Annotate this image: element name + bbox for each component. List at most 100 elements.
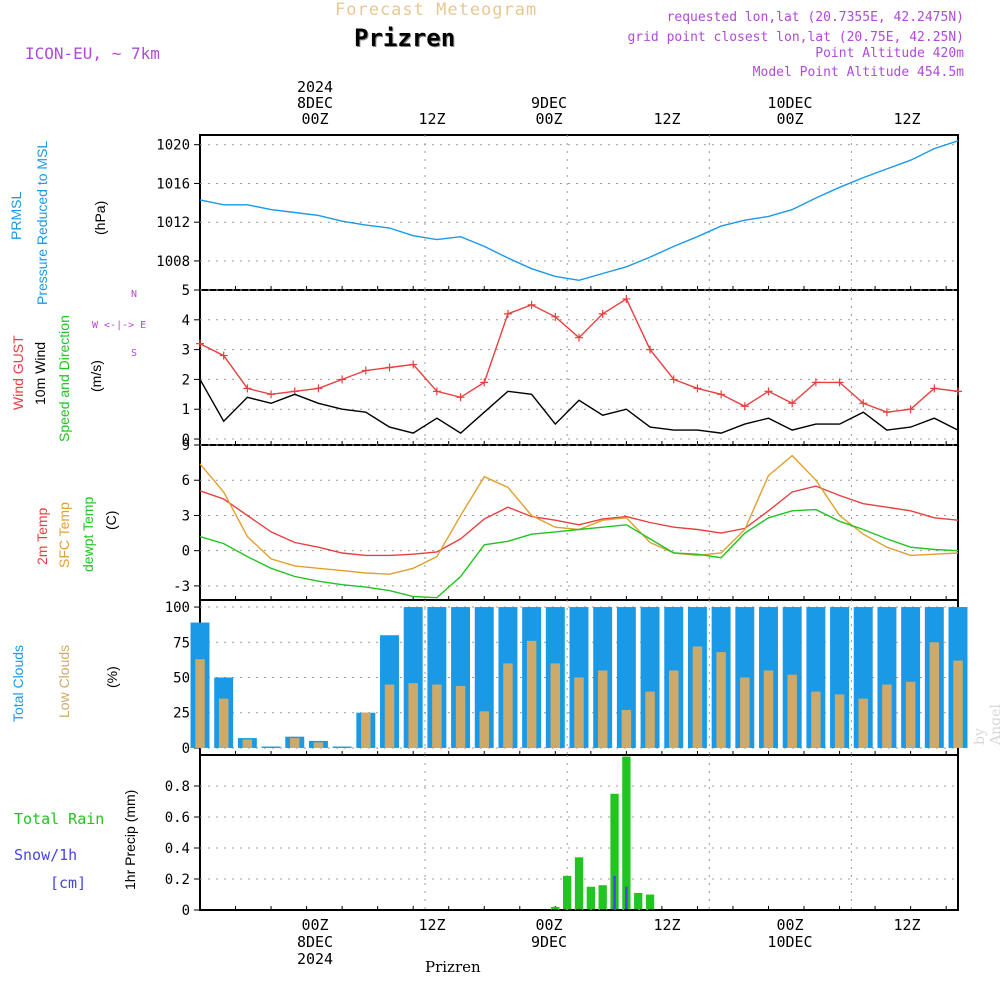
gust-point [314, 384, 323, 393]
ytick-label-2: 0 [182, 544, 190, 560]
low-cloud-bar [905, 681, 916, 748]
low-cloud-bar [740, 677, 750, 748]
ytick-label-2: -3 [173, 579, 190, 595]
top-time-label: 10DEC [767, 94, 812, 112]
ytick-label-1: 1 [182, 402, 190, 418]
compass-we: W <-|-> E [92, 320, 147, 331]
bottom-time-label: 12Z [893, 916, 920, 934]
model-label: ICON-EU, ~ 7km [25, 44, 160, 63]
model-altitude: Model Point Altitude 454.5m [752, 65, 964, 80]
low-cloud-bar [716, 652, 726, 748]
bottom-time-label: 8DEC [297, 933, 333, 951]
bottom-time-label: 9DEC [531, 933, 567, 951]
gust-point [882, 408, 891, 417]
rain-bar [610, 793, 619, 910]
gust-point [906, 405, 915, 414]
low-cloud-bar [834, 694, 845, 748]
low-cloud-bar [479, 711, 489, 748]
gust-point [361, 366, 370, 375]
low-cloud-bar [455, 685, 466, 748]
ytick-label-4: 0.6 [165, 810, 190, 826]
bottom-time-label: 00Z [301, 916, 328, 934]
top-time-label: 12Z [893, 110, 920, 128]
point-altitude: Point Altitude 420m [815, 46, 964, 61]
top-time-label: 00Z [535, 110, 562, 128]
ytick-label-2: 3 [182, 508, 190, 524]
snow-label: Snow/1h [14, 846, 78, 864]
top-time-label: 12Z [418, 110, 445, 128]
low-cloud-bar [669, 670, 679, 748]
low-cloud-bar [550, 663, 561, 748]
series-line-wind-gust [199, 297, 959, 413]
top-time-label: 00Z [776, 110, 803, 128]
ytick-label-1: 0 [182, 432, 190, 448]
compass-s: S [131, 348, 138, 359]
low-cloud-bar [574, 677, 584, 748]
low-cloud-bar [858, 698, 868, 748]
low-cloud-bar [218, 698, 229, 748]
low-cloud-bar [195, 659, 205, 748]
top-time-label: 8DEC [297, 94, 333, 112]
ytick-label-1: 4 [182, 313, 190, 329]
top-time-label: 12Z [653, 110, 680, 128]
gust-point [717, 390, 726, 399]
series-line-2m-temp [199, 485, 959, 557]
snow-bar [613, 875, 616, 910]
top-time-label: 00Z [301, 110, 328, 128]
low-cloud-bar [763, 670, 774, 748]
gust-point [859, 399, 868, 408]
gust-point [622, 294, 631, 303]
snow-bar [625, 886, 628, 910]
bottom-time-label: 12Z [653, 916, 680, 934]
gust-point [456, 393, 465, 402]
ytick-label-2: 6 [182, 473, 190, 489]
gridpoint-coords: grid point closest lon,lat (20.75E, 42.2… [627, 30, 964, 45]
series-line-prmsl [199, 140, 959, 282]
low-cloud-bar [597, 670, 608, 748]
ytick-label-0: 1020 [156, 138, 190, 154]
gust-point [598, 309, 607, 318]
gust-point [811, 378, 820, 387]
ytick-label-3: 75 [173, 635, 190, 651]
low-cloud-bar [882, 684, 892, 748]
low-cloud-bar [503, 663, 513, 748]
requested-coords: requested lon,lat (20.7355E, 42.2475N) [666, 10, 964, 25]
ytick-label-4: 0.8 [165, 779, 190, 795]
ytick-label-1: 3 [182, 343, 190, 359]
footer-location: Prizren [425, 958, 481, 976]
ytick-label-3: 50 [173, 671, 190, 687]
rain-bar [634, 892, 643, 910]
gust-point [338, 375, 347, 384]
gust-point [954, 387, 962, 396]
ytick-label-1: 2 [182, 372, 190, 388]
panel-frame-0 [199, 134, 959, 291]
bottom-time-label: 10DEC [767, 933, 812, 951]
low-cloud-bar [408, 683, 418, 748]
top-time-label: 9DEC [531, 94, 567, 112]
ytick-label-4: 0.2 [165, 872, 190, 888]
gust-point [669, 375, 678, 384]
gust-point [646, 345, 655, 354]
bottom-time-label: 2024 [297, 950, 333, 968]
gust-point [432, 387, 441, 396]
rain-bar [574, 857, 584, 910]
gust-point [740, 402, 749, 411]
compass-n: N [131, 289, 138, 300]
gust-point [409, 360, 418, 369]
gust-point [693, 384, 702, 393]
low-cloud-bar [692, 646, 703, 748]
ytick-label-4: 0.4 [165, 841, 190, 857]
low-cloud-bar [621, 709, 632, 748]
ytick-label-0: 1016 [156, 176, 190, 192]
rain-bar [645, 894, 655, 910]
snow-unit-label: [cm] [50, 874, 87, 892]
ytick-label-3: 0 [182, 741, 190, 757]
gust-point [835, 378, 844, 387]
ytick-label-3: 100 [165, 600, 190, 616]
low-cloud-bar [242, 739, 253, 748]
gust-point [930, 384, 939, 393]
bottom-time-label: 12Z [418, 916, 445, 934]
rain-bar [598, 885, 607, 910]
low-cloud-bar [645, 691, 655, 748]
